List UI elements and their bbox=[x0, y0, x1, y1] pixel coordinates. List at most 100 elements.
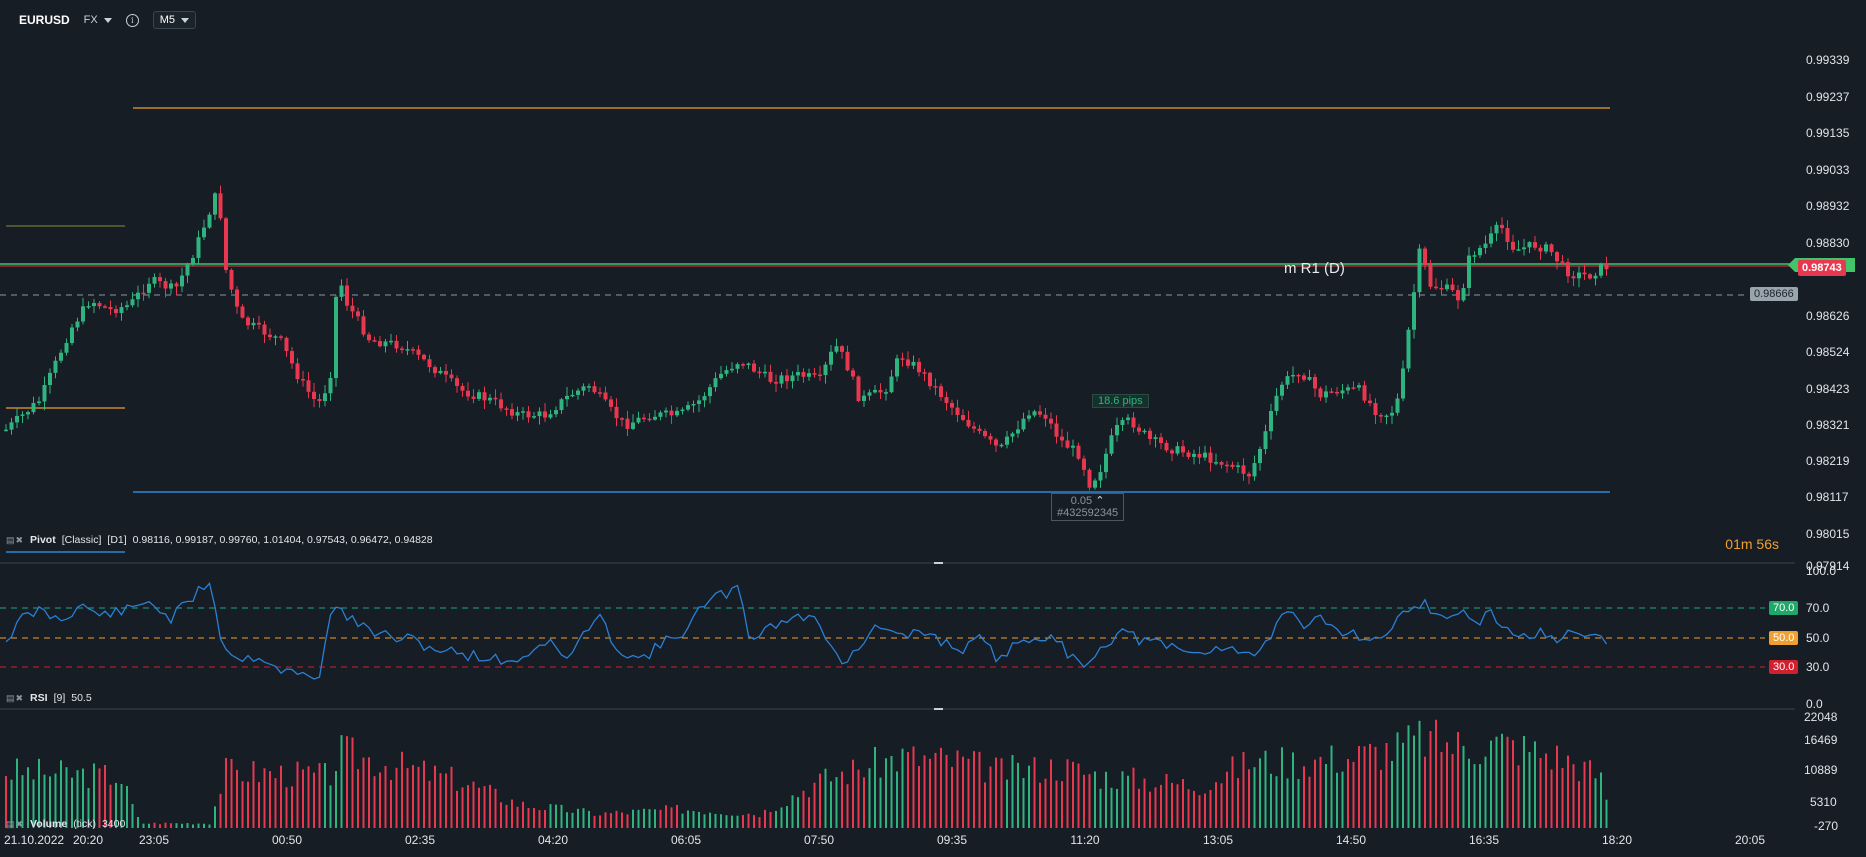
volume-bar bbox=[709, 812, 711, 828]
candle-body bbox=[1560, 261, 1565, 263]
candle-body bbox=[1049, 418, 1053, 424]
candle-body bbox=[1450, 284, 1455, 291]
volume-bar bbox=[1006, 779, 1008, 828]
timeframe-dropdown[interactable]: M5 bbox=[152, 11, 197, 29]
volume-bar bbox=[1270, 773, 1272, 828]
candle-body bbox=[1467, 255, 1471, 289]
candle-body bbox=[587, 386, 591, 388]
volume-bar bbox=[1440, 751, 1443, 828]
time-axis-label: 02:35 bbox=[404, 833, 436, 847]
candle-body bbox=[1379, 415, 1383, 417]
volume-bar bbox=[439, 773, 442, 828]
measure-tool-box[interactable]: 0.05 ⌃ #432592345 bbox=[1051, 493, 1125, 521]
volume-bar bbox=[846, 784, 849, 828]
candle-body bbox=[1434, 286, 1438, 289]
candle-body bbox=[75, 321, 80, 328]
candle-body bbox=[1142, 430, 1147, 433]
candle-body bbox=[471, 396, 476, 399]
candle-body bbox=[196, 237, 201, 258]
volume-bar bbox=[973, 751, 975, 828]
volume-bar bbox=[1017, 762, 1019, 828]
candle-body bbox=[977, 428, 982, 431]
candle-body bbox=[1170, 450, 1174, 454]
pivot-values: 0.98116, 0.99187, 0.99760, 1.01404, 0.97… bbox=[132, 534, 433, 546]
rsi-legend[interactable]: ▤✖ RSI [9] 50.5 bbox=[6, 692, 92, 704]
volume-bar bbox=[329, 785, 332, 828]
candle-body bbox=[559, 399, 564, 411]
volume-bar bbox=[346, 736, 348, 828]
volume-bar bbox=[1182, 779, 1184, 828]
candle-body bbox=[229, 269, 234, 290]
volume-bar bbox=[489, 784, 491, 828]
candle-body bbox=[1588, 274, 1592, 279]
candle-body bbox=[1566, 262, 1570, 277]
indicator-settings-icon[interactable]: ▤✖ bbox=[6, 818, 25, 829]
volume-bar bbox=[1110, 787, 1113, 828]
volume-bar bbox=[1011, 755, 1014, 828]
chevron-down-icon bbox=[181, 17, 190, 23]
candle-body bbox=[1065, 440, 1070, 448]
candle-body bbox=[460, 385, 465, 391]
candle-body bbox=[1027, 415, 1031, 419]
candle-body bbox=[1076, 445, 1081, 459]
candle-body bbox=[796, 372, 800, 376]
volume-bar bbox=[1226, 771, 1228, 828]
indicator-settings-icon[interactable]: ▤✖ bbox=[6, 534, 25, 545]
candle-body bbox=[361, 316, 366, 335]
price-axis-label: 0.97914 bbox=[1806, 559, 1850, 573]
candle-body bbox=[906, 359, 910, 366]
volume-legend[interactable]: ▤✖ Volume (tick) 3400 bbox=[6, 818, 125, 830]
symbol-label[interactable]: EURUSD bbox=[19, 13, 70, 27]
volume-bar bbox=[643, 808, 645, 828]
volume-bar bbox=[1066, 759, 1069, 828]
candle-body bbox=[438, 370, 443, 374]
candle-body bbox=[1335, 392, 1339, 394]
volume-bar bbox=[236, 769, 238, 828]
volume-bar bbox=[1358, 746, 1360, 828]
candle-body bbox=[647, 418, 652, 421]
candle-body bbox=[191, 257, 195, 265]
candle-body bbox=[1280, 384, 1284, 396]
pivot-legend[interactable]: ▤✖ Pivot [Classic] [D1] 0.98116, 0.99187… bbox=[6, 534, 433, 546]
volume-bar bbox=[60, 760, 62, 828]
volume-bar bbox=[126, 786, 128, 828]
time-axis-label: 07:50 bbox=[803, 833, 835, 847]
candle-body bbox=[1054, 423, 1059, 437]
candle-body bbox=[70, 327, 74, 344]
volume-bar bbox=[907, 751, 909, 828]
volume-bar bbox=[450, 766, 453, 828]
info-icon[interactable]: i bbox=[125, 13, 139, 27]
candle-body bbox=[548, 414, 553, 418]
volume-bar bbox=[291, 786, 293, 828]
volume-bar bbox=[720, 814, 722, 828]
candle-body bbox=[1175, 446, 1180, 454]
candle-body bbox=[515, 412, 520, 416]
volume-bar bbox=[21, 775, 24, 828]
candle-body bbox=[1197, 453, 1202, 458]
volume-bar bbox=[170, 823, 172, 828]
volume-bar bbox=[1121, 771, 1124, 828]
candle-body bbox=[983, 430, 987, 437]
volume-bar bbox=[87, 788, 90, 828]
candle-body bbox=[603, 392, 608, 400]
volume-bar bbox=[500, 802, 502, 828]
market-dropdown[interactable]: FX bbox=[84, 14, 112, 26]
candle-body bbox=[1593, 275, 1598, 279]
volume-bar bbox=[1050, 759, 1052, 828]
candle-body bbox=[367, 334, 371, 341]
rsi-axis-0: 0.0 bbox=[1806, 697, 1823, 711]
price-axis-label: 0.98117 bbox=[1806, 490, 1849, 504]
market-label: FX bbox=[83, 14, 98, 26]
candle-body bbox=[1181, 446, 1185, 453]
candle-body bbox=[152, 277, 157, 284]
candle-body bbox=[895, 358, 899, 377]
candle-body bbox=[1461, 288, 1466, 301]
candle-body bbox=[686, 405, 690, 410]
indicator-settings-icon[interactable]: ▤✖ bbox=[6, 692, 25, 703]
volume-bar bbox=[1237, 778, 1239, 828]
candle-body bbox=[449, 374, 454, 379]
volume-bar bbox=[577, 808, 579, 828]
volume-bar bbox=[665, 805, 667, 828]
candle-body bbox=[746, 363, 751, 366]
